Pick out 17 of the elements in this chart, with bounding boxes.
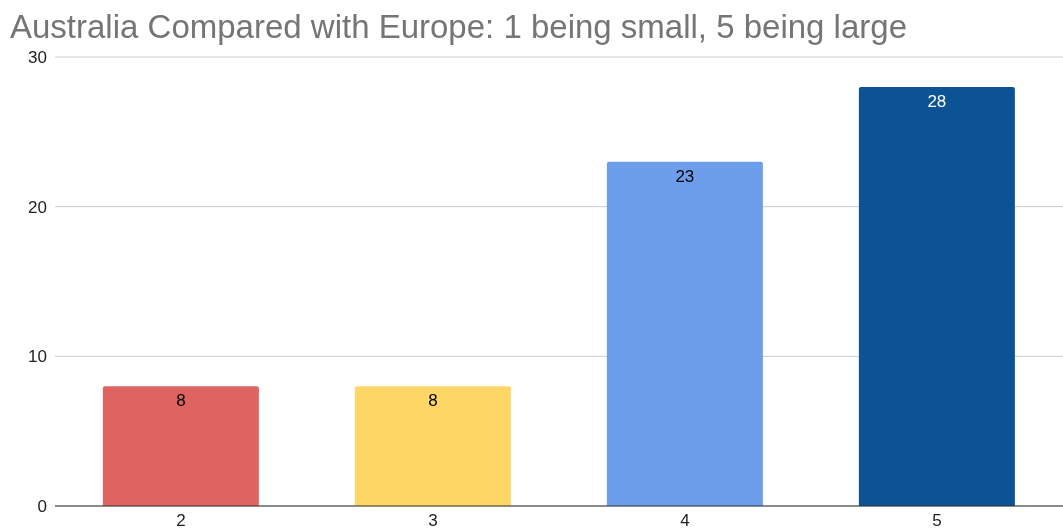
y-tick-label: 0 xyxy=(37,497,47,517)
bar xyxy=(606,161,763,506)
data-label: 28 xyxy=(927,91,947,111)
data-label: 8 xyxy=(176,391,186,411)
bar xyxy=(354,386,511,506)
data-label: 8 xyxy=(428,391,438,411)
x-tick-label: 5 xyxy=(932,511,942,531)
bar xyxy=(102,386,259,506)
y-tick-label: 20 xyxy=(28,197,47,217)
x-tick-label: 4 xyxy=(680,511,690,531)
chart-title: Australia Compared with Europe: 1 being small, 5 being large xyxy=(10,8,907,46)
data-label: 23 xyxy=(675,166,695,186)
x-tick-label: 3 xyxy=(428,511,438,531)
x-tick-label: 2 xyxy=(176,511,186,531)
y-tick-label: 30 xyxy=(28,48,47,68)
bar xyxy=(858,86,1015,506)
y-tick-label: 10 xyxy=(28,347,47,367)
